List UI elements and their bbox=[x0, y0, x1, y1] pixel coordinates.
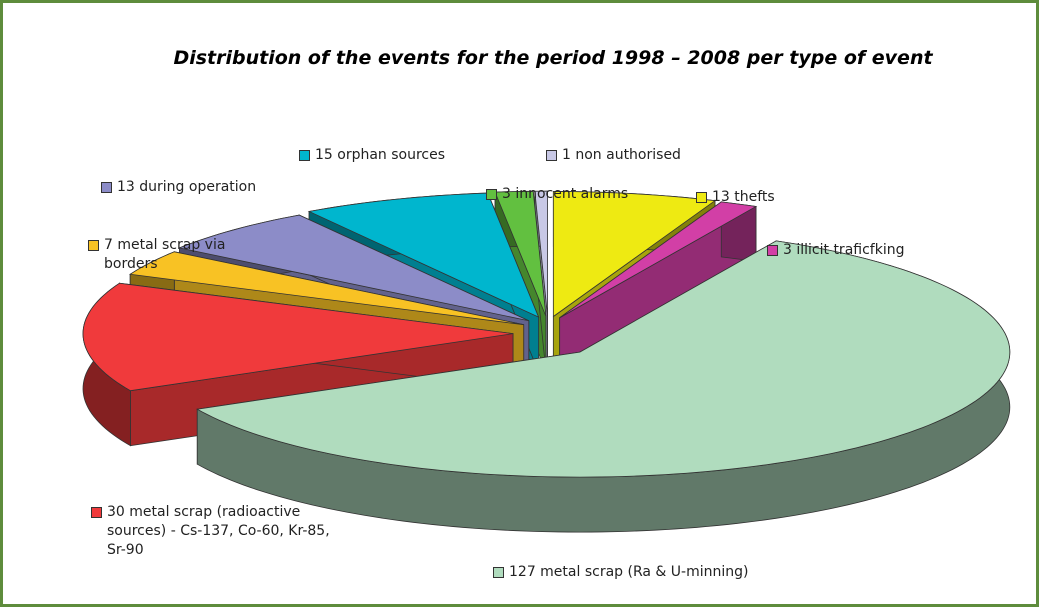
slice-top bbox=[196, 240, 1011, 478]
slice-top bbox=[178, 214, 529, 322]
label-text: 3 innocent alarms bbox=[502, 186, 629, 202]
slice-top bbox=[534, 190, 548, 317]
legend-swatch bbox=[486, 189, 497, 200]
legend-label: 3 illicit traficfking bbox=[767, 241, 904, 260]
legend-label: 13 thefts bbox=[696, 188, 775, 207]
label-text: 3 illicit traficfking bbox=[783, 242, 905, 258]
slice-top bbox=[307, 192, 540, 318]
slice-top bbox=[129, 251, 524, 326]
legend-swatch bbox=[493, 567, 504, 578]
legend-swatch bbox=[767, 245, 778, 256]
legend-swatch bbox=[88, 240, 99, 251]
legend-swatch bbox=[91, 507, 102, 518]
label-text: 1 non authorised bbox=[562, 147, 681, 163]
legend-label: 30 metal scrap (radioactive sources) - C… bbox=[91, 503, 347, 560]
pie-plot bbox=[82, 190, 1011, 533]
label-text: 30 metal scrap (radioactive sources) - C… bbox=[107, 504, 330, 558]
slice-top bbox=[552, 191, 717, 318]
legend-swatch bbox=[101, 182, 112, 193]
label-text: 127 metal scrap (Ra & U-minning) bbox=[509, 564, 749, 580]
legend-label: 13 during operation bbox=[101, 178, 256, 197]
label-text: 7 metal scrap via borders bbox=[104, 237, 226, 272]
legend-label: 7 metal scrap via borders bbox=[88, 236, 264, 274]
label-text: 13 thefts bbox=[712, 189, 775, 205]
slice-top bbox=[559, 201, 758, 319]
legend-swatch bbox=[299, 150, 310, 161]
slice bbox=[196, 240, 1011, 533]
legend-label: 15 orphan sources bbox=[299, 146, 445, 165]
label-text: 15 orphan sources bbox=[315, 147, 446, 163]
legend-swatch bbox=[546, 150, 557, 161]
legend-label: 1 non authorised bbox=[546, 146, 681, 165]
legend-label: 127 metal scrap (Ra & U-minning) bbox=[493, 563, 748, 582]
chart-title: Distribution of the events for the perio… bbox=[173, 47, 933, 69]
legend-swatch bbox=[696, 192, 707, 203]
slice-top bbox=[82, 282, 514, 392]
label-text: 13 during operation bbox=[117, 179, 257, 195]
legend-label: 3 innocent alarms bbox=[486, 185, 628, 204]
slice bbox=[559, 201, 758, 374]
